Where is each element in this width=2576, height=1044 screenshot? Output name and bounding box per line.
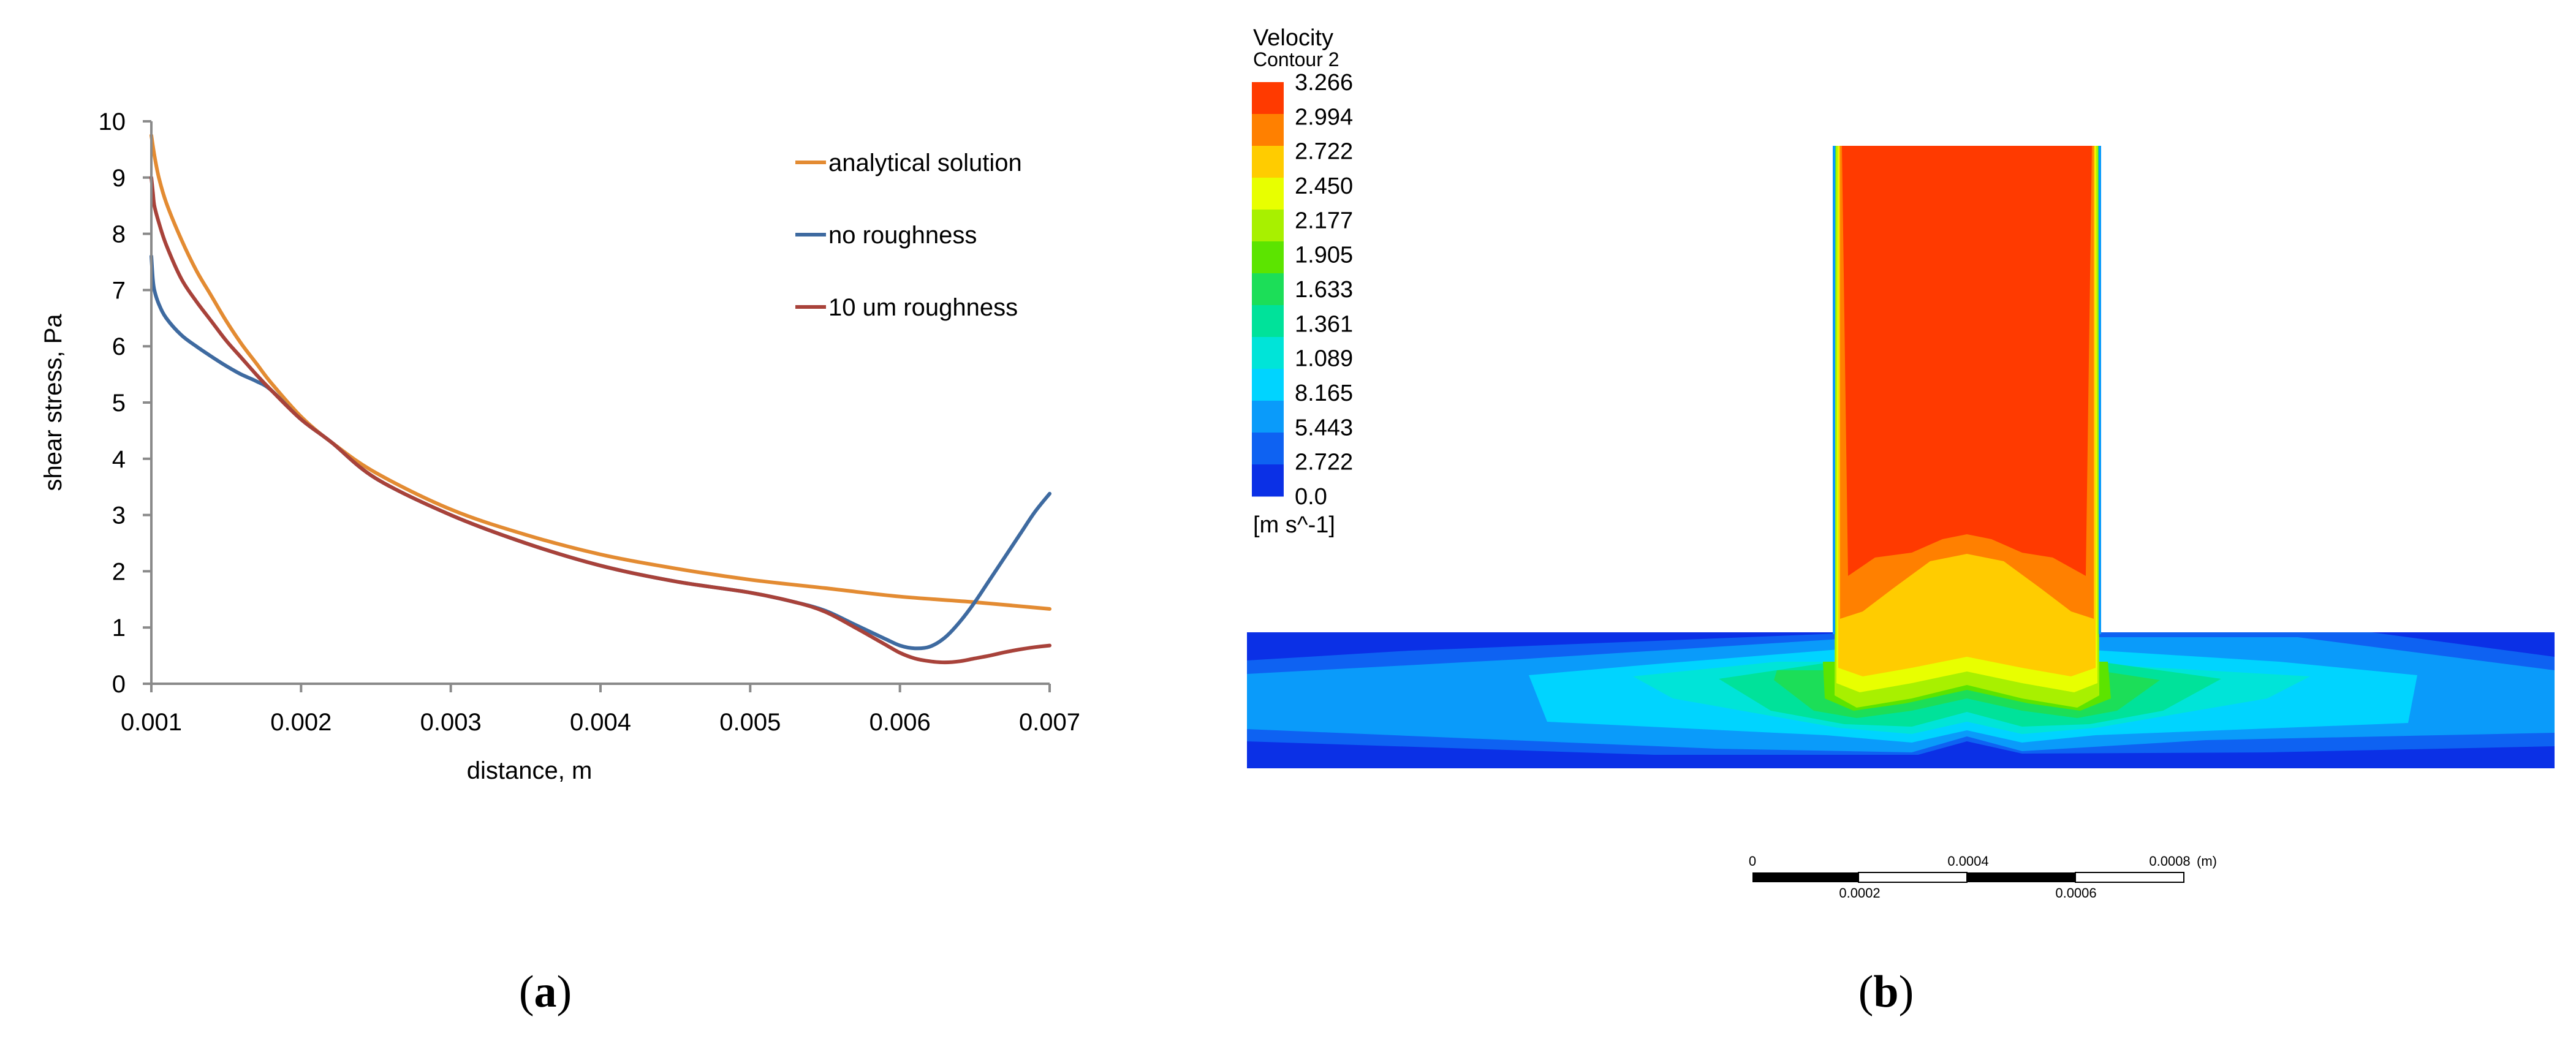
contour-band bbox=[1842, 146, 2092, 576]
y-tick-label: 0 bbox=[112, 671, 126, 698]
velocity-contour-plot bbox=[1247, 146, 2555, 768]
color-band-swatch bbox=[1252, 178, 1284, 210]
legend: analytical solution no roughness 10 um rou… bbox=[795, 149, 1022, 321]
color-level-label: 1.089 bbox=[1295, 346, 1353, 372]
x-tick-label: 0.003 bbox=[420, 709, 482, 736]
x-tick-label: 0.001 bbox=[121, 709, 182, 736]
scale-segment bbox=[1967, 872, 2075, 882]
y-tick-labels: 0 1 2 3 4 5 6 7 8 9 10 bbox=[99, 108, 126, 698]
scale-label-top: 0.0004 bbox=[1947, 853, 1988, 869]
legend-subtitle: Contour 2 bbox=[1253, 48, 1339, 70]
y-tick-label: 2 bbox=[112, 558, 126, 585]
scale-segment bbox=[2075, 872, 2184, 883]
color-band-swatch bbox=[1252, 305, 1284, 338]
panel-label-b: (b) bbox=[1858, 967, 1914, 1017]
y-axis-label: shear stress, Pa bbox=[40, 314, 67, 491]
panel-label-a: (a) bbox=[519, 967, 572, 1017]
series-line-10-um-roughness bbox=[150, 175, 1051, 665]
scale-bar: 0 0.0004 0.0008 (m) 0.0002 0.0006 bbox=[1749, 853, 2217, 901]
color-band-swatch bbox=[1252, 82, 1284, 115]
scale-label-bottom: 0.0006 bbox=[2055, 885, 2096, 901]
y-tick-label: 6 bbox=[112, 333, 126, 360]
color-level-label: 3.266 bbox=[1295, 70, 1353, 96]
color-level-label: 2.722 bbox=[1295, 139, 1353, 165]
y-tick-label: 5 bbox=[112, 390, 126, 417]
series-lines bbox=[150, 134, 1051, 665]
series-line-analytical-solution bbox=[150, 134, 1051, 611]
x-tick-label: 0.006 bbox=[869, 709, 931, 736]
scale-segment bbox=[1858, 872, 1968, 883]
color-level-label: 2.722 bbox=[1295, 450, 1353, 475]
color-band-swatch bbox=[1252, 114, 1284, 146]
color-level-label: 0.0 bbox=[1295, 484, 1327, 510]
color-level-label: 1.361 bbox=[1295, 311, 1353, 337]
y-tick-label: 7 bbox=[112, 277, 126, 304]
color-band-swatch bbox=[1252, 369, 1284, 401]
color-bar bbox=[1252, 82, 1284, 497]
wall-edge bbox=[1833, 146, 1835, 634]
y-tick-label: 4 bbox=[112, 446, 126, 473]
scale-unit: (m) bbox=[2197, 853, 2217, 869]
color-band-swatch bbox=[1252, 433, 1284, 465]
y-tick-label: 3 bbox=[112, 502, 126, 529]
axis-ticks bbox=[143, 120, 1051, 692]
color-band-swatch bbox=[1252, 210, 1284, 242]
color-level-label: 8.165 bbox=[1295, 380, 1353, 406]
color-level-label: 5.443 bbox=[1295, 415, 1353, 441]
x-tick-label: 0.005 bbox=[719, 709, 781, 736]
color-level-label: 2.450 bbox=[1295, 173, 1353, 199]
color-level-label: 1.633 bbox=[1295, 277, 1353, 303]
color-level-label: 2.177 bbox=[1295, 208, 1353, 233]
color-level-label: 2.994 bbox=[1295, 104, 1353, 130]
y-tick-label: 10 bbox=[99, 108, 126, 135]
wall-edge bbox=[2099, 146, 2101, 634]
x-tick-labels: 0.001 0.002 0.003 0.004 0.005 0.006 0.007 bbox=[121, 709, 1080, 736]
color-band-swatch bbox=[1252, 241, 1284, 274]
color-band-swatch bbox=[1252, 337, 1284, 369]
contour-b: Velocity Contour 2 3.266 2.994 2.722 2.450 2… bbox=[1247, 25, 2555, 1017]
legend-label-analytical-solution: analytical solution bbox=[828, 149, 1022, 176]
color-band-swatch bbox=[1252, 401, 1284, 433]
color-bar-labels: 3.266 2.994 2.722 2.450 2.177 1.905 1.633 1.361… bbox=[1295, 70, 1353, 510]
x-tick-label: 0.002 bbox=[270, 709, 331, 736]
color-level-label: 1.905 bbox=[1295, 243, 1353, 268]
x-tick-label: 0.004 bbox=[570, 709, 631, 736]
legend-units: [m s^-1] bbox=[1253, 512, 1335, 538]
scale-label-bottom: 0.0002 bbox=[1839, 885, 1880, 901]
color-band-swatch bbox=[1252, 146, 1284, 178]
y-tick-label: 1 bbox=[112, 615, 126, 641]
y-tick-label: 9 bbox=[112, 165, 126, 192]
color-band-swatch bbox=[1252, 464, 1284, 497]
y-tick-label: 8 bbox=[112, 221, 126, 248]
legend-title: Velocity bbox=[1253, 25, 1333, 51]
x-tick-label: 0.007 bbox=[1019, 709, 1080, 736]
scale-segment bbox=[1752, 872, 1858, 882]
x-axis-label: distance, m bbox=[467, 757, 593, 784]
color-band-swatch bbox=[1252, 273, 1284, 306]
scale-label-top: 0 bbox=[1749, 853, 1756, 869]
scale-label-top: 0.0008 bbox=[2149, 853, 2190, 869]
legend-label-no-roughness: no roughness bbox=[828, 222, 977, 249]
legend-label-10-um-roughness: 10 um roughness bbox=[828, 294, 1018, 321]
